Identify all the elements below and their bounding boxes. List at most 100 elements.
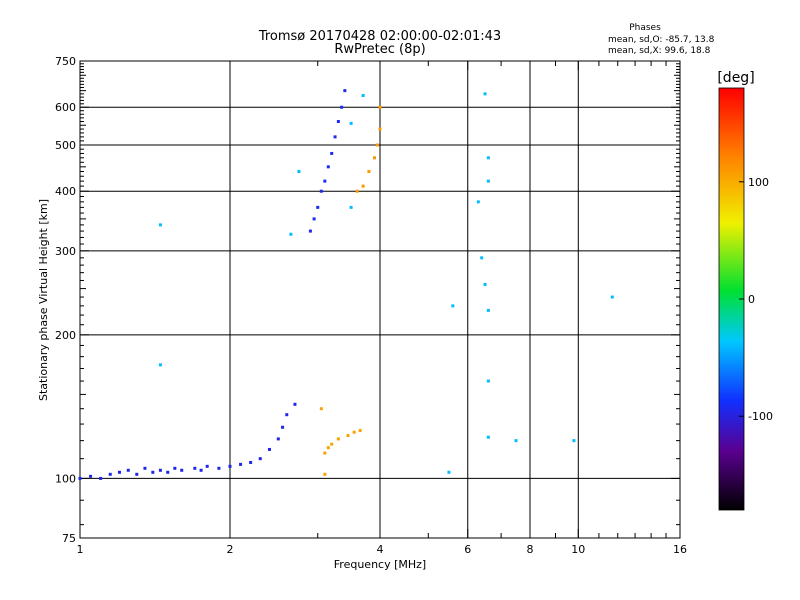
- echo-point: [355, 189, 359, 193]
- x-tick-label: 10: [571, 543, 585, 556]
- echo-point: [78, 476, 82, 480]
- echo-point: [323, 472, 327, 476]
- echo-point: [323, 451, 327, 455]
- echo-point: [476, 200, 480, 204]
- x-tick-label: 6: [464, 543, 471, 556]
- echo-point: [308, 229, 312, 233]
- echo-point: [205, 464, 209, 468]
- echo-point: [352, 430, 356, 434]
- echo-point: [483, 282, 487, 286]
- x-axis-label: Frequency [MHz]: [334, 558, 426, 571]
- x-tick-label: 4: [377, 543, 384, 556]
- y-tick-label: 600: [55, 101, 76, 114]
- echo-point: [486, 435, 490, 439]
- x-tick-label: 8: [527, 543, 534, 556]
- echo-point: [373, 156, 377, 160]
- x-tick-label: 16: [673, 543, 687, 556]
- colorbar: [deg] 100 0 -100: [717, 70, 773, 511]
- y-tick-label: 200: [55, 329, 76, 342]
- colorbar-label: [deg]: [717, 70, 754, 86]
- echo-point: [367, 169, 371, 173]
- echo-point: [316, 205, 320, 209]
- stats-line-x: mean, sd,X: 99.6, 18.8: [608, 46, 711, 56]
- x-tick-label: 1: [77, 543, 84, 556]
- echo-point: [486, 156, 490, 160]
- echo-point: [199, 468, 203, 472]
- chart-subtitle: RwPretec (8p): [334, 42, 425, 57]
- echo-point: [239, 462, 243, 466]
- echo-point: [343, 89, 347, 93]
- echo-point: [447, 470, 451, 474]
- echo-point: [228, 464, 232, 468]
- echo-point: [486, 379, 490, 383]
- echo-point: [89, 474, 93, 478]
- echo-point: [486, 308, 490, 312]
- y-tick-label: 300: [55, 245, 76, 258]
- echo-point: [267, 447, 271, 451]
- echo-point: [572, 439, 576, 443]
- y-axis-label: Stationary phase Virtual Height [km]: [37, 199, 50, 401]
- echo-point: [349, 121, 353, 125]
- echo-point: [333, 135, 337, 139]
- echo-point: [173, 466, 177, 470]
- echo-point: [610, 295, 614, 299]
- echo-point: [166, 470, 170, 474]
- echo-point: [326, 446, 330, 450]
- echo-point: [340, 105, 344, 109]
- y-tick-label: 75: [62, 532, 76, 545]
- echo-point: [117, 470, 121, 474]
- y-tick-label: 400: [55, 185, 76, 198]
- echo-point: [336, 437, 340, 441]
- echo-point: [180, 468, 184, 472]
- echo-point: [193, 466, 197, 470]
- echo-point: [151, 470, 155, 474]
- echo-point: [514, 439, 518, 443]
- echo-point: [217, 466, 221, 470]
- echo-point: [361, 93, 365, 97]
- echo-point: [126, 468, 130, 472]
- echo-point: [158, 223, 162, 227]
- echo-point: [319, 189, 323, 193]
- x-tick-label: 2: [227, 543, 234, 556]
- echo-point: [378, 105, 382, 109]
- echo-point: [330, 151, 334, 155]
- echo-point: [346, 434, 350, 438]
- echo-point: [281, 425, 285, 429]
- chart-title: Tromsø 20170428 02:00:00-02:01:43: [258, 29, 501, 44]
- echo-point: [135, 472, 139, 476]
- echo-point: [312, 217, 316, 221]
- stats-line-o: mean, sd,O: -85.7, 13.8: [608, 35, 715, 45]
- y-tick-label: 100: [55, 472, 76, 485]
- echo-point: [486, 179, 490, 183]
- echo-point: [358, 429, 362, 433]
- echo-point: [249, 460, 253, 464]
- echo-point: [361, 184, 365, 188]
- echo-point: [99, 476, 103, 480]
- echo-point: [285, 413, 289, 417]
- echo-point: [451, 304, 455, 308]
- echo-point: [276, 437, 280, 441]
- colorbar-tick-label: -100: [748, 410, 773, 423]
- echo-point: [349, 205, 353, 209]
- echo-point: [330, 442, 334, 446]
- echo-point: [480, 256, 484, 260]
- echo-point: [143, 466, 147, 470]
- echo-point: [326, 165, 330, 169]
- echo-point: [258, 457, 262, 461]
- echo-point: [289, 232, 293, 236]
- echo-point: [158, 468, 162, 472]
- echo-point: [378, 127, 382, 131]
- echo-point: [375, 143, 379, 147]
- echo-point: [323, 179, 327, 183]
- echo-point: [319, 407, 323, 411]
- echo-point: [336, 120, 340, 124]
- echo-point: [108, 472, 112, 476]
- stats-title: Phases: [629, 23, 661, 33]
- y-tick-label: 750: [55, 55, 76, 68]
- echo-point: [483, 92, 487, 96]
- echo-point: [158, 363, 162, 367]
- echo-point: [297, 169, 301, 173]
- y-tick-label: 500: [55, 139, 76, 152]
- echo-point: [293, 402, 297, 406]
